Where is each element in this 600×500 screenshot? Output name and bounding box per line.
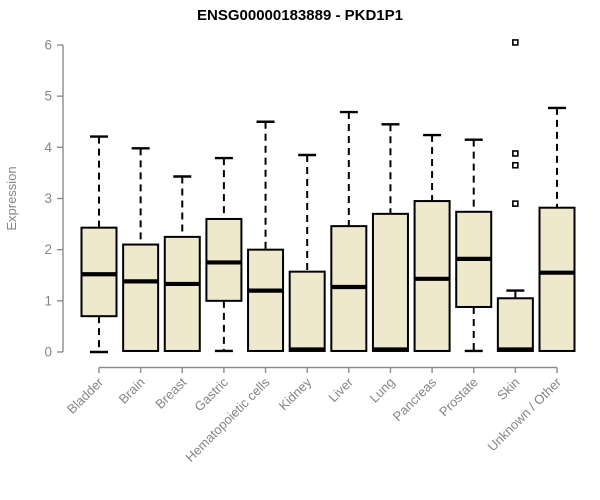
iqr-box [247,248,285,352]
box-pancreas [413,133,451,352]
iqr-box [538,206,576,352]
x-label-skin: Skin [494,375,522,403]
outlier-point [512,161,519,169]
box-brain [122,147,160,352]
box-gastric [205,156,243,353]
outlier-point [512,39,519,46]
box-lung [371,123,409,352]
x-label-liver: Liver [325,374,356,405]
x-label-unknown-other: Unknown / Other [485,374,565,454]
x-label-prostate: Prostate [436,375,481,420]
y-tick-label: 4 [44,140,52,155]
box-liver [330,110,368,352]
y-tick-label: 2 [44,242,52,257]
box-kidney [288,153,326,352]
y-tick-label: 6 [44,38,52,53]
box-unknown-other [538,106,576,352]
x-label-pancreas: Pancreas [390,374,440,424]
box-hematopoietic-cells [247,120,285,352]
box-skin [496,39,534,352]
x-label-lung: Lung [367,375,398,406]
x-label-kidney: Kidney [276,374,315,413]
iqr-box [205,217,243,302]
x-label-breast: Breast [152,374,189,411]
x-label-brain: Brain [116,375,148,407]
y-tick-label: 5 [44,89,52,104]
y-tick-label: 0 [44,345,52,360]
box-prostate [455,138,493,353]
x-label-gastric: Gastric [191,374,231,414]
iqr-box [80,226,118,318]
iqr-box [413,200,451,352]
chart-title: ENSG00000183889 - PKD1P1 [197,7,403,24]
x-label-bladder: Bladder [64,374,107,417]
outlier-point [512,150,519,157]
iqr-box [163,235,201,352]
box-breast [163,175,201,352]
y-tick-label: 1 [44,293,52,308]
iqr-box [122,243,160,352]
iqr-box [288,270,326,352]
y-axis-label: Expression [4,166,19,230]
y-tick-label: 3 [44,191,52,206]
iqr-box [496,297,534,352]
outlier-point [512,200,519,207]
box-bladder [80,135,118,354]
iqr-box [371,212,409,352]
